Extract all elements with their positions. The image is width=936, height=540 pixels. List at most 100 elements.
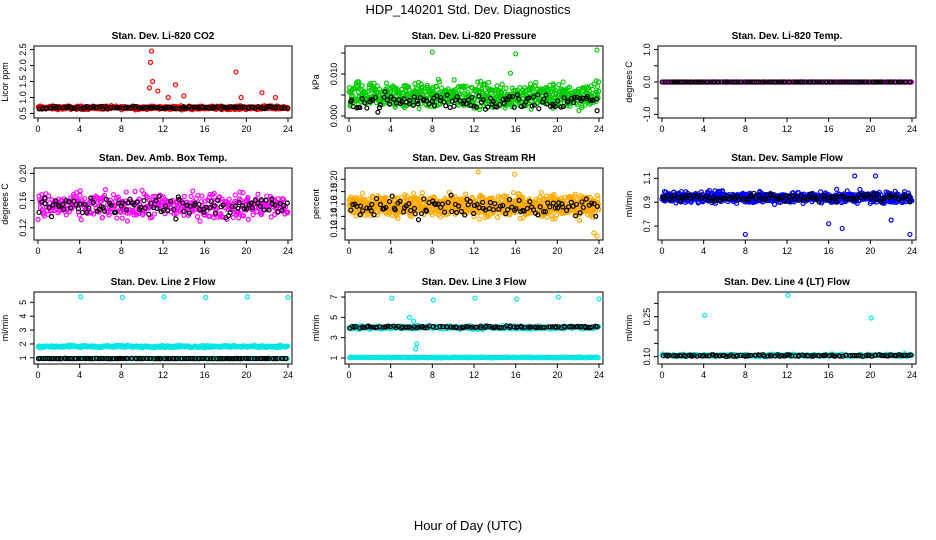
x-tick-label: 4 (388, 246, 393, 256)
point-black (753, 79, 760, 85)
x-tick-label: 24 (907, 124, 917, 134)
y-tick-label: 3 (18, 328, 28, 333)
point (474, 88, 480, 94)
outlier-point (165, 94, 171, 101)
chart-title: Stan. Dev. Gas Stream RH (412, 153, 535, 164)
outlier-point (149, 78, 156, 85)
point-black (463, 101, 469, 107)
point-black (665, 79, 671, 85)
point (498, 90, 505, 96)
point-black (411, 94, 417, 100)
y-axis-label: degrees C (624, 61, 634, 103)
point-black (516, 96, 522, 102)
point-black (372, 94, 379, 101)
point-black (497, 101, 503, 107)
y-tick-label: 0.9 (642, 196, 652, 209)
point-black (252, 105, 258, 111)
x-tick-label: 0 (659, 124, 664, 134)
point-black (863, 79, 869, 85)
point-black (150, 104, 156, 110)
outlier-point (512, 171, 518, 177)
y-tick-label: 0.7 (642, 220, 652, 233)
point-black (501, 100, 507, 107)
y-tick-label: 2.5 (18, 43, 28, 56)
x-tick-label: 24 (283, 370, 293, 380)
x-tick-label: 12 (469, 124, 479, 134)
point-black (212, 104, 218, 110)
outlier-point (888, 217, 894, 223)
point-black (270, 104, 276, 111)
outlier-point (429, 49, 435, 55)
point (142, 208, 148, 214)
x-tick-label: 0 (346, 370, 351, 380)
point (453, 86, 459, 93)
point (236, 215, 242, 221)
point-black (173, 105, 179, 111)
chart-title: Stan. Dev. Amb. Box Temp. (99, 153, 227, 164)
outlier-point (259, 90, 265, 96)
chart-panel-3: Stan. Dev. Li-820 Temp.degrees C-1.00.01… (624, 31, 917, 134)
point (425, 84, 431, 90)
point-black (170, 105, 177, 112)
x-tick-label: 0 (659, 246, 664, 256)
point-black (738, 79, 745, 85)
x-tick-label: 12 (782, 124, 792, 134)
x-tick-label: 4 (77, 370, 82, 380)
x-tick-label: 4 (77, 246, 82, 256)
point (206, 194, 212, 201)
point (106, 212, 112, 218)
point (492, 87, 499, 93)
x-tick-label: 4 (77, 124, 82, 134)
point-black (384, 97, 391, 103)
point-black (431, 102, 438, 109)
point-black (485, 104, 491, 110)
point (35, 216, 41, 223)
point (486, 79, 492, 85)
y-tick-label: 5 (329, 315, 339, 320)
outlier-point (285, 294, 291, 301)
point-black (415, 217, 422, 223)
point-black (111, 105, 117, 111)
x-tick-label: 16 (511, 370, 521, 380)
x-tick-label: 24 (907, 246, 917, 256)
point (455, 84, 462, 90)
point-black (494, 104, 500, 110)
point-black (285, 105, 291, 111)
chart-panel-4: Stan. Dev. Amb. Box Temp.degrees C0.120.… (0, 153, 293, 256)
point-black (571, 99, 577, 106)
y-axis-label: ml/min (311, 315, 321, 342)
point (560, 79, 566, 85)
point (356, 79, 362, 85)
x-tick-label: 8 (119, 370, 124, 380)
y-axis-label: degrees C (0, 183, 10, 225)
y-tick-label: -1.0 (642, 107, 652, 123)
point (149, 214, 155, 220)
outlier-point (148, 48, 155, 54)
point-black (594, 108, 600, 114)
y-tick-label: 4 (18, 314, 28, 319)
point-black (875, 79, 881, 85)
x-tick-label: 8 (743, 246, 748, 256)
point-black (406, 97, 413, 104)
y-tick-label: 0.000 (329, 105, 339, 128)
point-black (158, 105, 165, 112)
y-axis-label: percent (311, 188, 321, 219)
point (199, 193, 205, 199)
point-black (587, 97, 594, 103)
point (217, 214, 223, 220)
point (476, 216, 483, 222)
point (119, 215, 125, 221)
outlier-point (119, 294, 125, 301)
point-black (279, 104, 285, 111)
data-points (35, 186, 291, 224)
y-tick-label: 1.1 (642, 172, 652, 185)
point-black (907, 79, 914, 85)
point-black (560, 103, 566, 110)
point (477, 106, 483, 112)
point-black (153, 104, 159, 111)
point-black (79, 209, 86, 216)
point-black (536, 106, 542, 112)
point (430, 88, 436, 94)
point-black (490, 99, 496, 105)
